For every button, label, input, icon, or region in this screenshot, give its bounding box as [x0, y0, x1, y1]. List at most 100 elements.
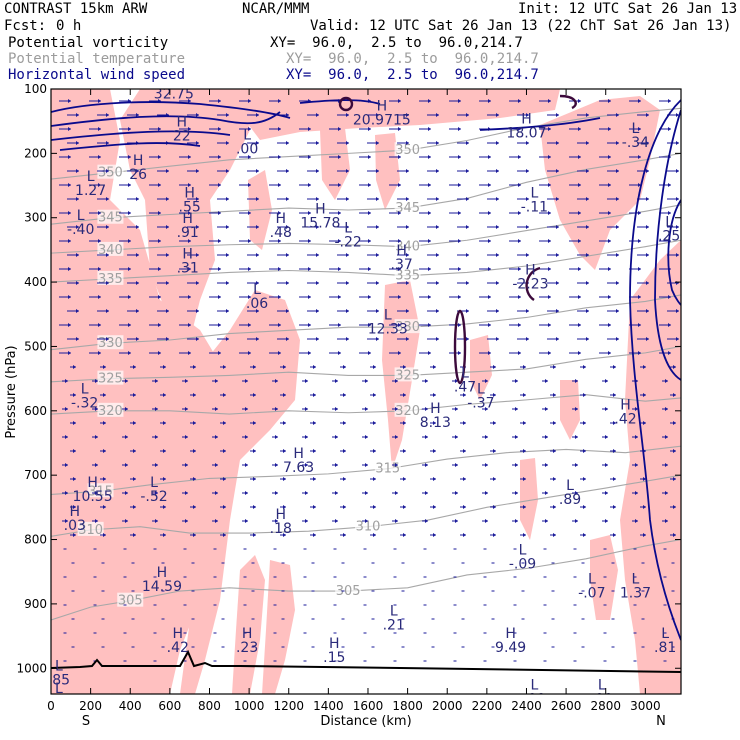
extrema-value-0: 32.75 [154, 87, 194, 103]
theta-label-305-1: 305 [336, 584, 361, 599]
wind-arrowhead-209 [676, 225, 679, 229]
wind-arrowhead-82 [646, 141, 649, 145]
wind-arrowhead-494 [403, 421, 406, 425]
wind-arrowhead-99 [518, 155, 521, 159]
wind-arrowhead-36 [526, 113, 529, 117]
wind-arrowhead-646 [545, 519, 548, 523]
wind-arrowhead-491 [313, 421, 316, 425]
wind-arrowhead-511 [275, 435, 278, 439]
wind-arrowhead-624 [523, 505, 526, 509]
pv-shade-center-5 [375, 133, 400, 210]
pv-shade-center-1 [232, 555, 265, 694]
wind-arrowhead-668 [583, 533, 586, 537]
wind-arrowhead-579 [433, 477, 436, 481]
wind-arrowhead-141 [518, 183, 521, 187]
y-tick-label-3: 400 [24, 275, 47, 289]
wind-arrowhead-557 [395, 463, 398, 467]
wind-arrows [59, 99, 679, 662]
wind-arrowhead-571 [193, 477, 196, 481]
extrema-value-41: .81 [654, 640, 676, 656]
wind-arrowhead-478 [545, 407, 548, 411]
wind-arrowhead-129 [158, 183, 161, 187]
wind-arrowhead-580 [463, 477, 466, 481]
wind-arrowhead-240 [346, 253, 349, 257]
extrema-H-0: H [169, 73, 180, 89]
wind-arrowhead-534 [343, 449, 346, 453]
wind-arrowhead-479 [575, 407, 578, 411]
wind-arrowhead-94 [368, 155, 371, 159]
wind-arrowhead-574 [283, 477, 286, 481]
wind-arrowhead-303 [338, 295, 341, 299]
extrema-value-11: -.22 [335, 235, 362, 251]
jet-contour-west-4 [59, 142, 201, 151]
wind-arrowhead-445 [193, 393, 196, 397]
wind-arrowhead-28 [286, 113, 289, 117]
wind-arrowhead-323 [316, 309, 319, 313]
wind-arrowhead-389 [398, 351, 401, 355]
extrema-H-40: H [505, 626, 516, 642]
wind-arrowhead-452 [403, 393, 406, 397]
wind-arrowhead-60 [608, 127, 611, 131]
wind-arrowhead-611 [133, 505, 136, 509]
pv-contours [338, 94, 577, 385]
extrema-L-15: L [530, 185, 538, 201]
plot-frame [50, 88, 682, 695]
wind-arrowhead-181 [458, 211, 461, 215]
wind-arrowhead-411 [433, 365, 436, 369]
wind-arrowhead-376 [646, 337, 649, 341]
wind-arrowhead-184 [548, 211, 551, 215]
theta-label-bg-350-0 [97, 164, 124, 179]
wind-arrowhead-375 [616, 337, 619, 341]
wind-arrowhead-471 [335, 407, 338, 411]
wind-arrowhead-92 [308, 155, 311, 159]
theta-label-335-1: 335 [395, 269, 420, 284]
wind-arrowhead-603 [515, 491, 518, 495]
wind-arrowhead-509 [215, 435, 218, 439]
wind-arrowhead-294 [68, 295, 71, 299]
wind-arrowhead-334 [646, 309, 649, 313]
extrema-value-25: .42 [614, 412, 636, 428]
wind-arrowhead-419 [673, 365, 676, 369]
wind-arrowhead-475 [455, 407, 458, 411]
wind-arrowhead-255 [158, 267, 161, 271]
wind-arrowhead-4 [188, 99, 191, 103]
wind-arrowhead-410 [403, 365, 406, 369]
wind-arrowhead-162 [526, 197, 529, 201]
theta-label-310-1: 310 [356, 520, 381, 535]
wind-arrowhead-595 [275, 491, 278, 495]
field-xy-pv: XY= 96.0, 2.5 to 96.0,214.7 [270, 35, 523, 51]
wind-arrowhead-542 [583, 449, 586, 453]
wind-arrowhead-450 [343, 393, 346, 397]
wind-arrowhead-169 [98, 211, 101, 215]
extrema-L-19: L [253, 282, 261, 298]
wind-arrowhead-314 [668, 295, 671, 299]
wind-arrowhead-103 [638, 155, 641, 159]
wind-arrowhead-462 [65, 407, 68, 411]
pv-shade-mid-column [180, 290, 300, 694]
theta-label-bg-330-1 [394, 319, 421, 334]
wind-arrowhead-252 [68, 267, 71, 271]
extrema-H-38: H [242, 626, 253, 642]
wind-arrowhead-531 [253, 449, 256, 453]
wind-arrowhead-38 [586, 113, 589, 117]
wind-arrowhead-480 [605, 407, 608, 411]
wind-arrowhead-609 [73, 505, 76, 509]
wind-arrowhead-632 [125, 519, 128, 523]
wind-arrowhead-15 [518, 99, 521, 103]
jet-contour-east-2 [654, 109, 681, 381]
wind-arrowhead-239 [316, 253, 319, 257]
wind-arrowhead-493 [373, 421, 376, 425]
wind-arrowhead-351 [518, 323, 521, 327]
wind-arrowhead-84 [68, 155, 71, 159]
wind-arrowhead-253 [98, 267, 101, 271]
wind-arrowhead-357 [76, 337, 79, 341]
wind-arrowhead-208 [646, 225, 649, 229]
wind-arrowhead-91 [278, 155, 281, 159]
extrema-L-32: L [519, 542, 527, 558]
extrema-L-36: L [390, 604, 398, 620]
wind-arrowhead-671 [673, 533, 676, 537]
wind-arrowhead-434 [485, 379, 488, 383]
wind-arrowhead-446 [223, 393, 226, 397]
extrema-value-15: -.11 [521, 199, 548, 215]
wind-arrowhead-443 [133, 393, 136, 397]
